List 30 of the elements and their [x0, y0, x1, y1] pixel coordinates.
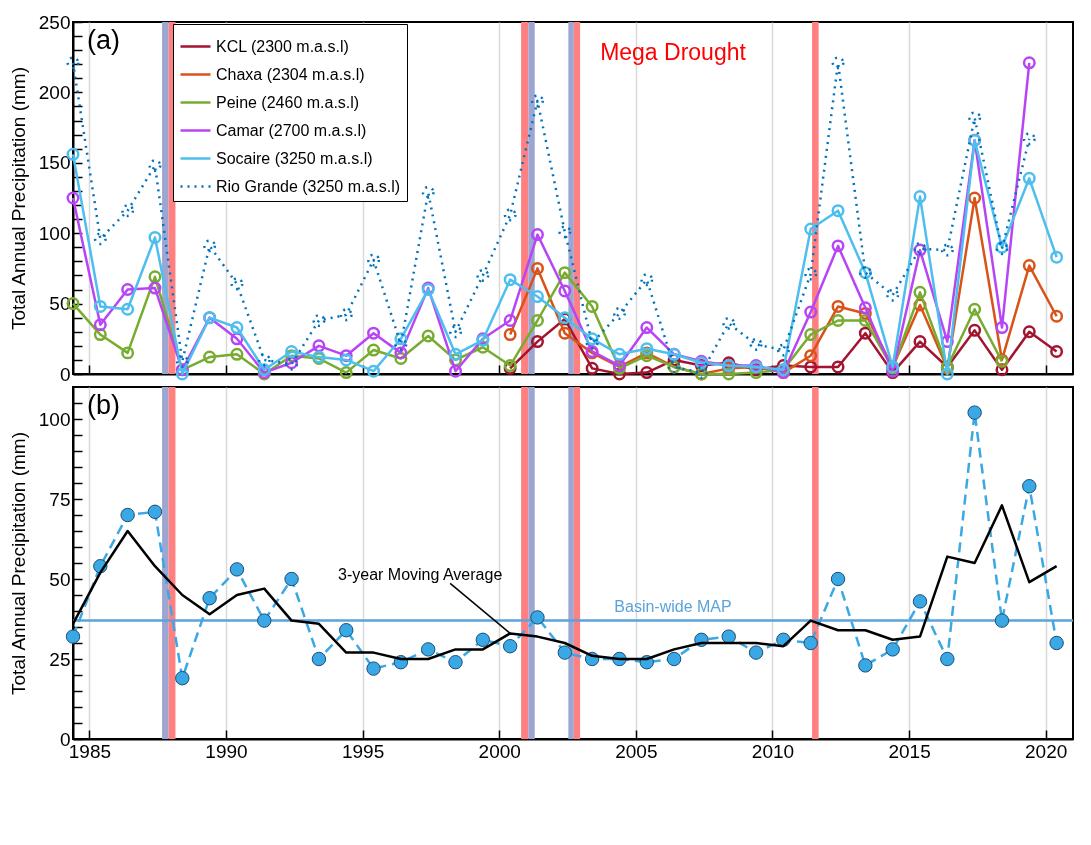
annotation: 3-year Moving Average [338, 566, 503, 584]
y-tick-label: 0 [59, 728, 71, 750]
legend-label: Socaire (3250 m.a.s.l) [216, 149, 373, 167]
legend-label: Rio Grande (3250 m.a.s.l) [216, 177, 401, 195]
y-tick-label: 250 [38, 11, 71, 33]
y-tick-label: 200 [38, 81, 71, 103]
y-tick-label: 75 [49, 488, 71, 510]
x-tick-label: 2010 [751, 740, 795, 762]
legend-label: Camar (2700 m.a.s.l) [216, 121, 367, 139]
x-tick-label: 1995 [341, 740, 385, 762]
y-tick-label: 100 [38, 408, 71, 430]
x-tick-label: 2015 [888, 740, 931, 762]
y-tick-label: 50 [49, 568, 71, 590]
y-axis-title: Total Annual Precipitation (mm) [7, 432, 29, 695]
x-tick-label: 1990 [205, 740, 248, 762]
y-tick-label: 0 [59, 363, 71, 385]
y-tick-label: 25 [49, 648, 71, 670]
legend-label: Chaxa (2304 m.a.s.l) [216, 65, 365, 83]
legend-label: Peine (2460 m.a.s.l) [216, 93, 360, 111]
annotation: (a) [87, 25, 120, 55]
ref-line-label: Basin-wide MAP [614, 597, 732, 615]
y-axis-title: Total Annual Precipitation (mm) [7, 67, 29, 330]
x-tick-label: 2020 [1025, 740, 1068, 762]
y-tick-label: 100 [38, 222, 71, 244]
annotation: (b) [87, 390, 120, 420]
x-tick-label: 2000 [478, 740, 521, 762]
legend-label: KCL (2300 m.a.s.l) [216, 37, 349, 55]
y-tick-label: 150 [38, 152, 71, 174]
annotation: Mega Drought [600, 39, 747, 65]
x-tick-label: 2005 [615, 740, 658, 762]
